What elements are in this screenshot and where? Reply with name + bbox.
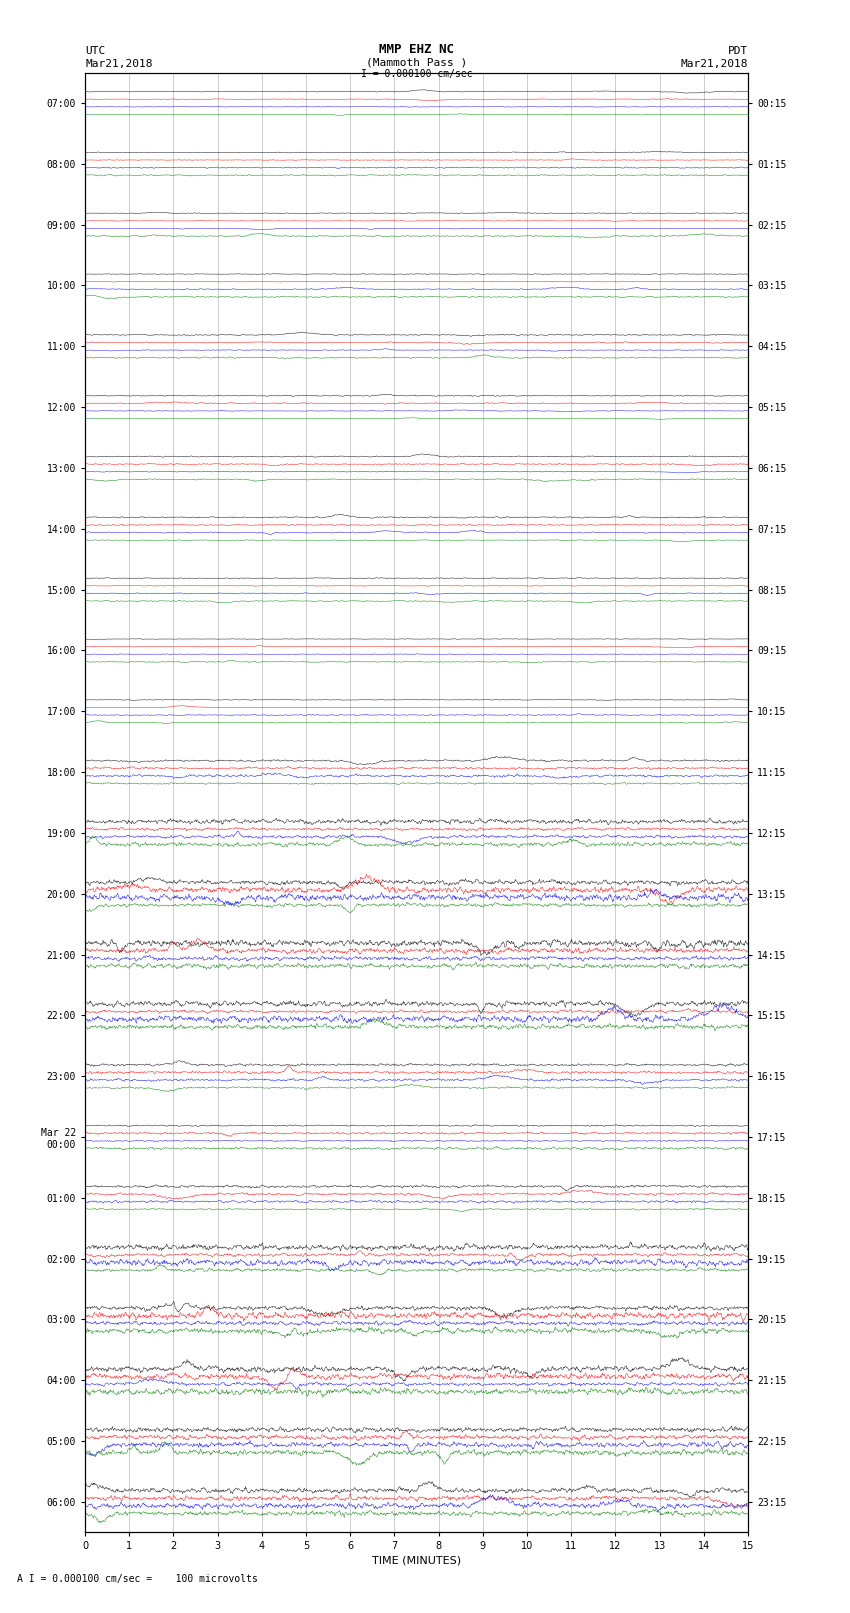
Text: I = 0.000100 cm/sec: I = 0.000100 cm/sec — [360, 69, 473, 79]
Text: (Mammoth Pass ): (Mammoth Pass ) — [366, 58, 468, 68]
X-axis label: TIME (MINUTES): TIME (MINUTES) — [372, 1555, 461, 1566]
Text: PDT: PDT — [728, 47, 748, 56]
Text: UTC: UTC — [85, 47, 105, 56]
Text: A I = 0.000100 cm/sec =    100 microvolts: A I = 0.000100 cm/sec = 100 microvolts — [17, 1574, 258, 1584]
Text: MMP EHZ NC: MMP EHZ NC — [379, 44, 454, 56]
Text: Mar21,2018: Mar21,2018 — [681, 60, 748, 69]
Text: Mar21,2018: Mar21,2018 — [85, 60, 152, 69]
